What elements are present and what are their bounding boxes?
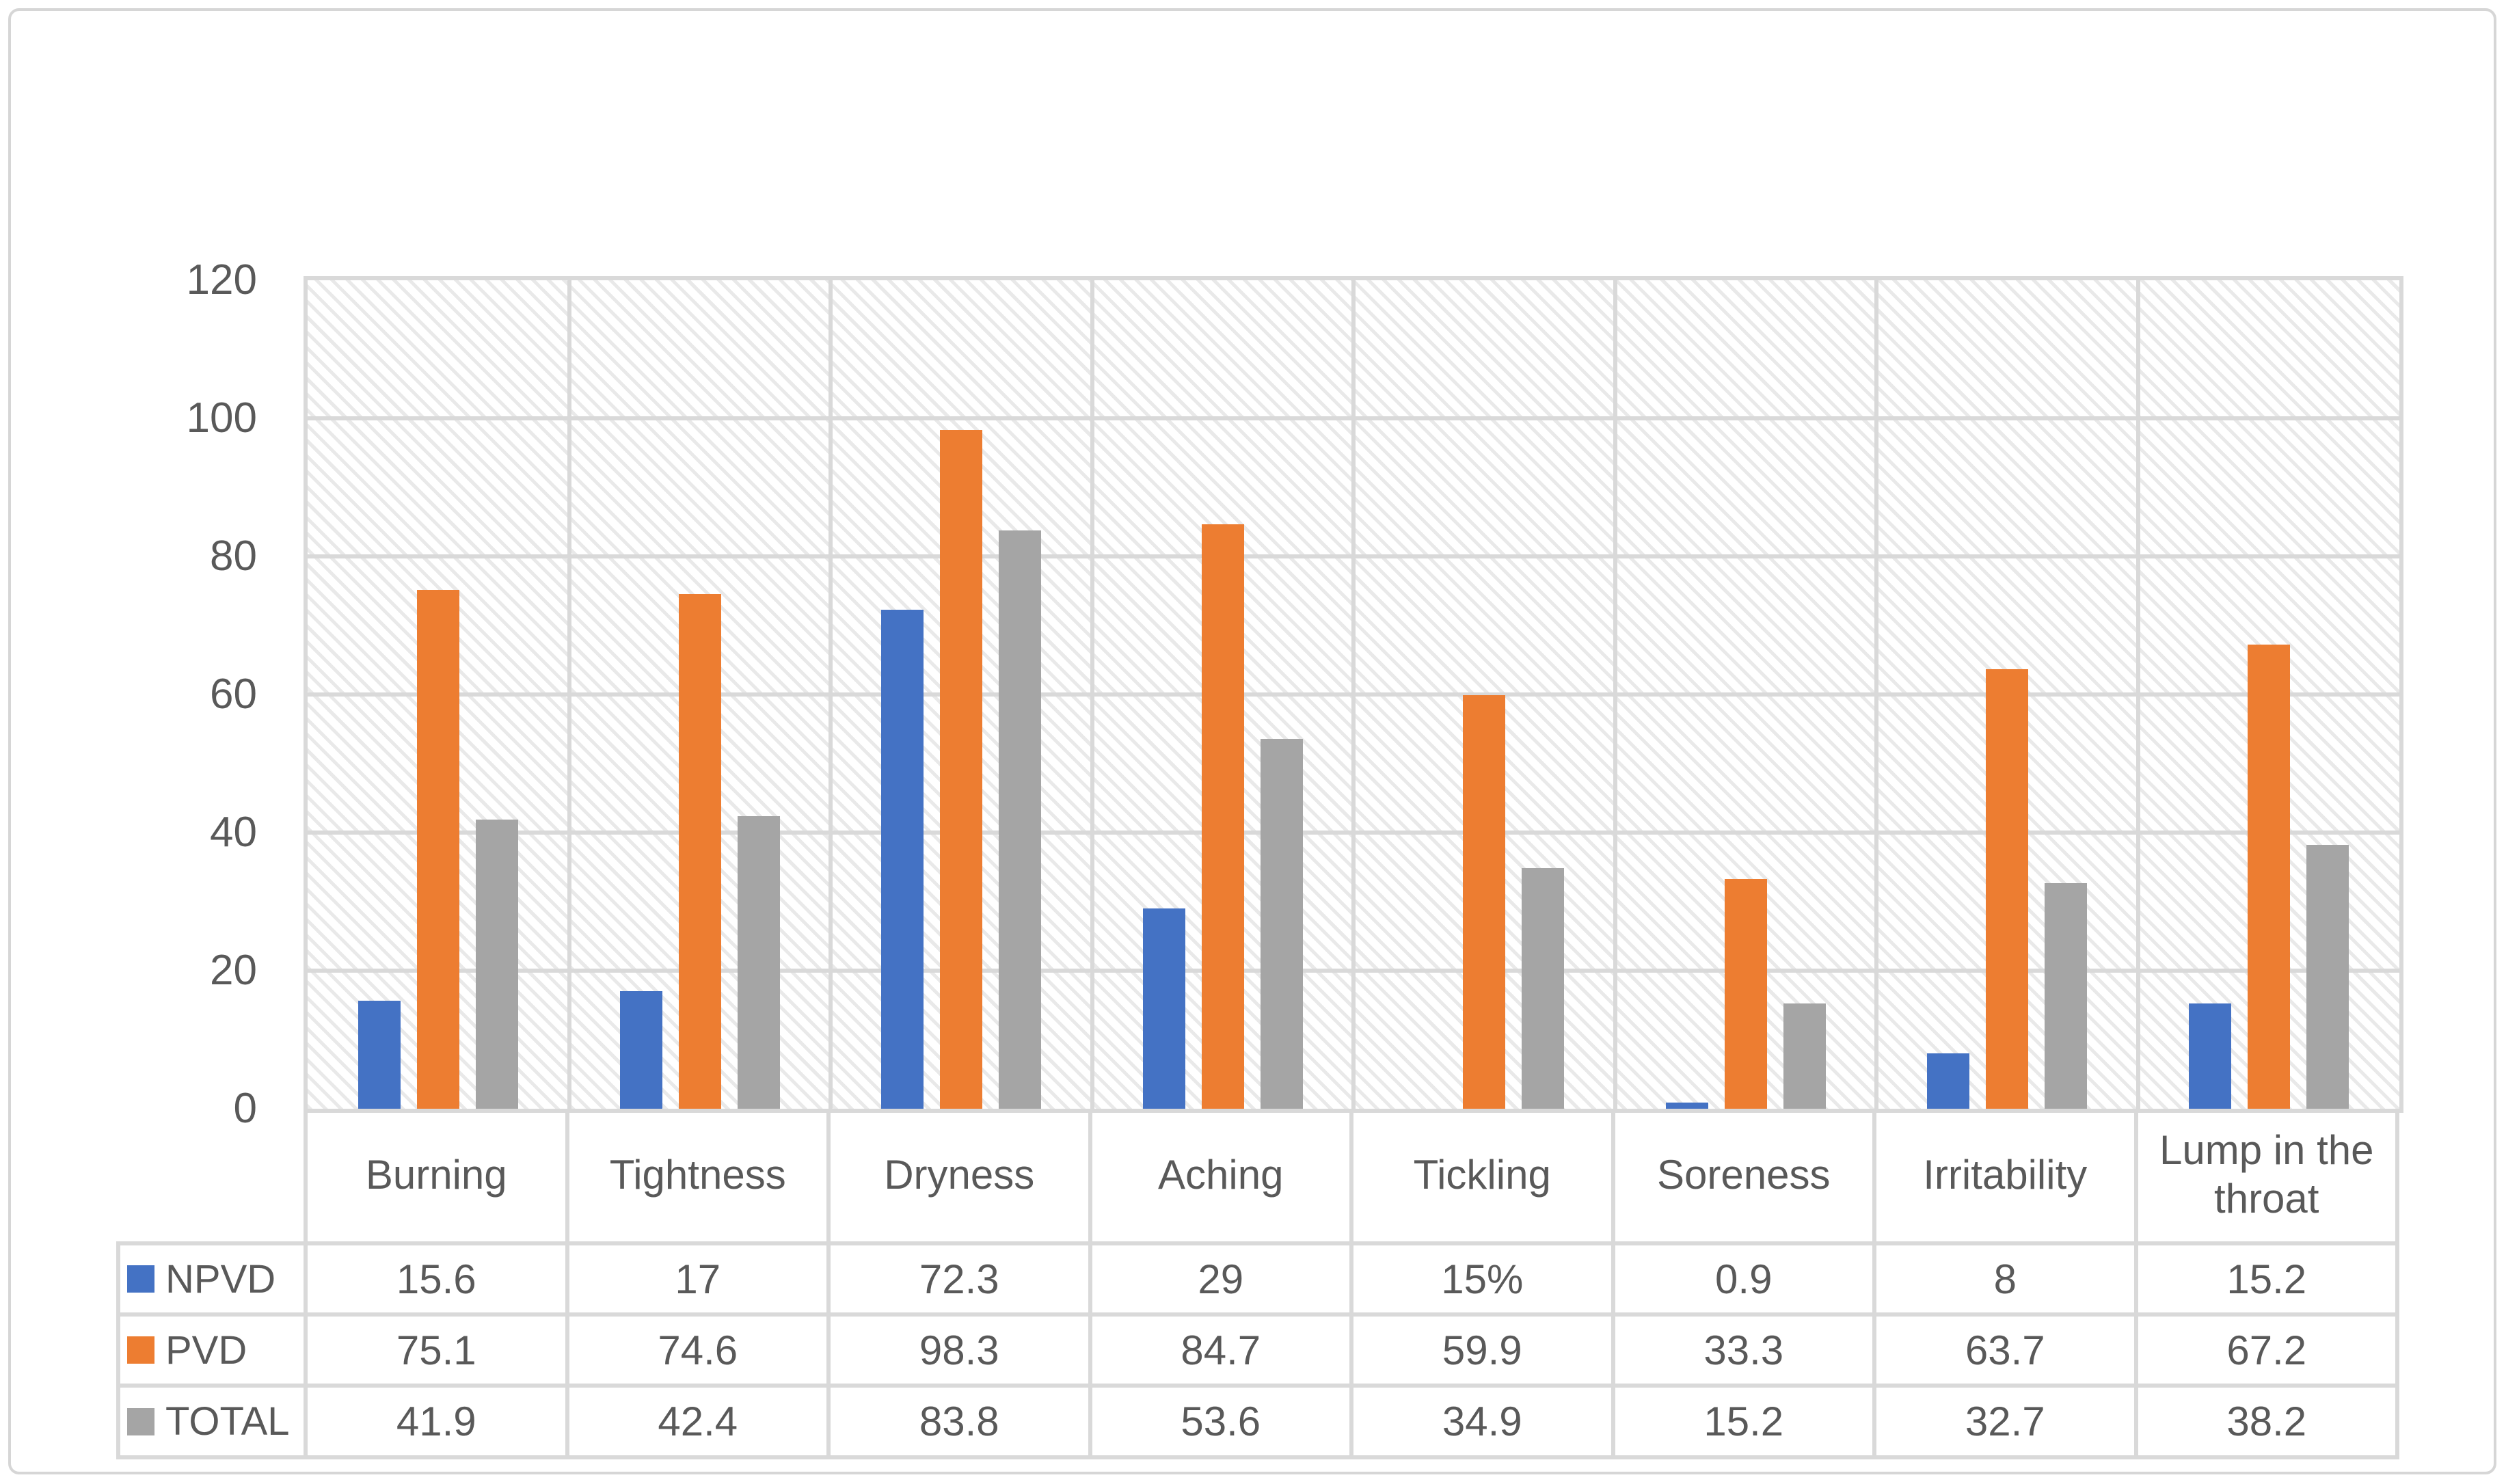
value-cell-total-tickling: 34.9 <box>1353 1388 1615 1459</box>
bar-total-soreness <box>1783 1003 1826 1109</box>
category-label-lump-in-the-throat: Lump in the throat <box>2138 1109 2399 1245</box>
bar-npvd-soreness <box>1666 1103 1708 1109</box>
value-cell-total-tightness: 42.4 <box>569 1388 831 1459</box>
bar-npvd-tightness <box>620 991 662 1109</box>
bar-total-lump-in-the-throat <box>2306 845 2349 1109</box>
y-tick-label-80: 80 <box>210 532 257 580</box>
value-cell-pvd-burning: 75.1 <box>308 1317 569 1388</box>
legend-label-pvd: PVD <box>165 1327 247 1373</box>
bar-pvd-lump-in-the-throat <box>2248 645 2290 1109</box>
bar-npvd-dryness <box>881 610 924 1109</box>
value-cell-pvd-tightness: 74.6 <box>569 1317 831 1388</box>
value-cell-total-dryness: 83.8 <box>831 1388 1092 1459</box>
v-gridline-6 <box>1874 280 1878 1109</box>
bar-pvd-dryness <box>940 430 982 1109</box>
category-label-tightness: Tightness <box>569 1109 831 1245</box>
bar-pvd-irritability <box>1986 669 2028 1109</box>
value-cell-pvd-dryness: 98.3 <box>831 1317 1092 1388</box>
bar-total-aching <box>1261 739 1303 1109</box>
value-cell-total-aching: 53.6 <box>1092 1388 1353 1459</box>
y-tick-label-60: 60 <box>210 671 257 718</box>
legend-cell-npvd: NPVD <box>116 1245 308 1317</box>
legend-label-total: TOTAL <box>165 1399 290 1444</box>
value-cell-total-irritability: 32.7 <box>1876 1388 2138 1459</box>
legend-cell-total: TOTAL <box>116 1388 308 1459</box>
bar-pvd-aching <box>1202 524 1244 1109</box>
category-label-dryness: Dryness <box>831 1109 1092 1245</box>
data-table: Burning Tightness Dryness Aching Tickling Sor… <box>116 1109 2399 1459</box>
bar-total-burning <box>476 820 518 1109</box>
legend-swatch-npvd <box>127 1265 154 1293</box>
value-cell-pvd-tickling: 59.9 <box>1353 1317 1615 1388</box>
value-cell-npvd-soreness: 0.9 <box>1615 1245 1876 1317</box>
bar-pvd-burning <box>417 590 459 1109</box>
bar-total-tickling <box>1522 868 1564 1109</box>
category-label-tickling: Tickling <box>1353 1109 1615 1245</box>
value-cell-pvd-lump-in-the-throat: 67.2 <box>2138 1317 2399 1388</box>
value-cell-total-soreness: 15.2 <box>1615 1388 1876 1459</box>
value-cell-npvd-burning: 15.6 <box>308 1245 569 1317</box>
bar-npvd-irritability <box>1927 1053 1969 1109</box>
category-label-soreness: Soreness <box>1615 1109 1876 1245</box>
y-tick-label-20: 20 <box>210 947 257 994</box>
value-cell-total-burning: 41.9 <box>308 1388 569 1459</box>
value-cell-npvd-irritability: 8 <box>1876 1245 2138 1317</box>
y-tick-label-0: 0 <box>233 1085 257 1132</box>
table-corner-cell <box>116 1109 308 1245</box>
bar-pvd-tightness <box>679 594 721 1109</box>
value-cell-pvd-irritability: 63.7 <box>1876 1317 2138 1388</box>
bar-total-irritability <box>2045 883 2087 1109</box>
legend-swatch-total <box>127 1407 154 1435</box>
v-gridline-5 <box>1613 280 1617 1109</box>
y-tick-label-100: 100 <box>186 394 257 442</box>
bar-total-dryness <box>999 530 1041 1109</box>
legend-cell-pvd: PVD <box>116 1317 308 1388</box>
legend-swatch-pvd <box>127 1336 154 1364</box>
category-label-burning: Burning <box>308 1109 569 1245</box>
category-label-aching: Aching <box>1092 1109 1353 1245</box>
bar-pvd-tickling <box>1463 695 1505 1109</box>
value-cell-pvd-aching: 84.7 <box>1092 1317 1353 1388</box>
v-gridline-4 <box>1351 280 1356 1109</box>
value-cell-npvd-dryness: 72.3 <box>831 1245 1092 1317</box>
v-gridline-1 <box>567 280 571 1109</box>
plot-area <box>304 276 2403 1113</box>
v-gridline-7 <box>2136 280 2140 1109</box>
legend-label-npvd: NPVD <box>165 1256 276 1301</box>
v-gridline-2 <box>828 280 833 1109</box>
y-tick-label-120: 120 <box>186 256 257 303</box>
value-cell-npvd-tightness: 17 <box>569 1245 831 1317</box>
bar-pvd-soreness <box>1725 879 1767 1109</box>
bar-npvd-burning <box>358 1001 401 1109</box>
value-cell-pvd-soreness: 33.3 <box>1615 1317 1876 1388</box>
value-cell-npvd-aching: 29 <box>1092 1245 1353 1317</box>
bar-npvd-aching <box>1143 908 1185 1109</box>
category-label-irritability: Irritability <box>1876 1109 2138 1245</box>
value-cell-total-lump-in-the-throat: 38.2 <box>2138 1388 2399 1459</box>
y-tick-label-40: 40 <box>210 809 257 856</box>
v-gridline-3 <box>1090 280 1094 1109</box>
bar-total-tightness <box>738 816 780 1109</box>
value-cell-npvd-tickling: 15% <box>1353 1245 1615 1317</box>
bar-npvd-lump-in-the-throat <box>2189 1003 2231 1109</box>
value-cell-npvd-lump-in-the-throat: 15.2 <box>2138 1245 2399 1317</box>
